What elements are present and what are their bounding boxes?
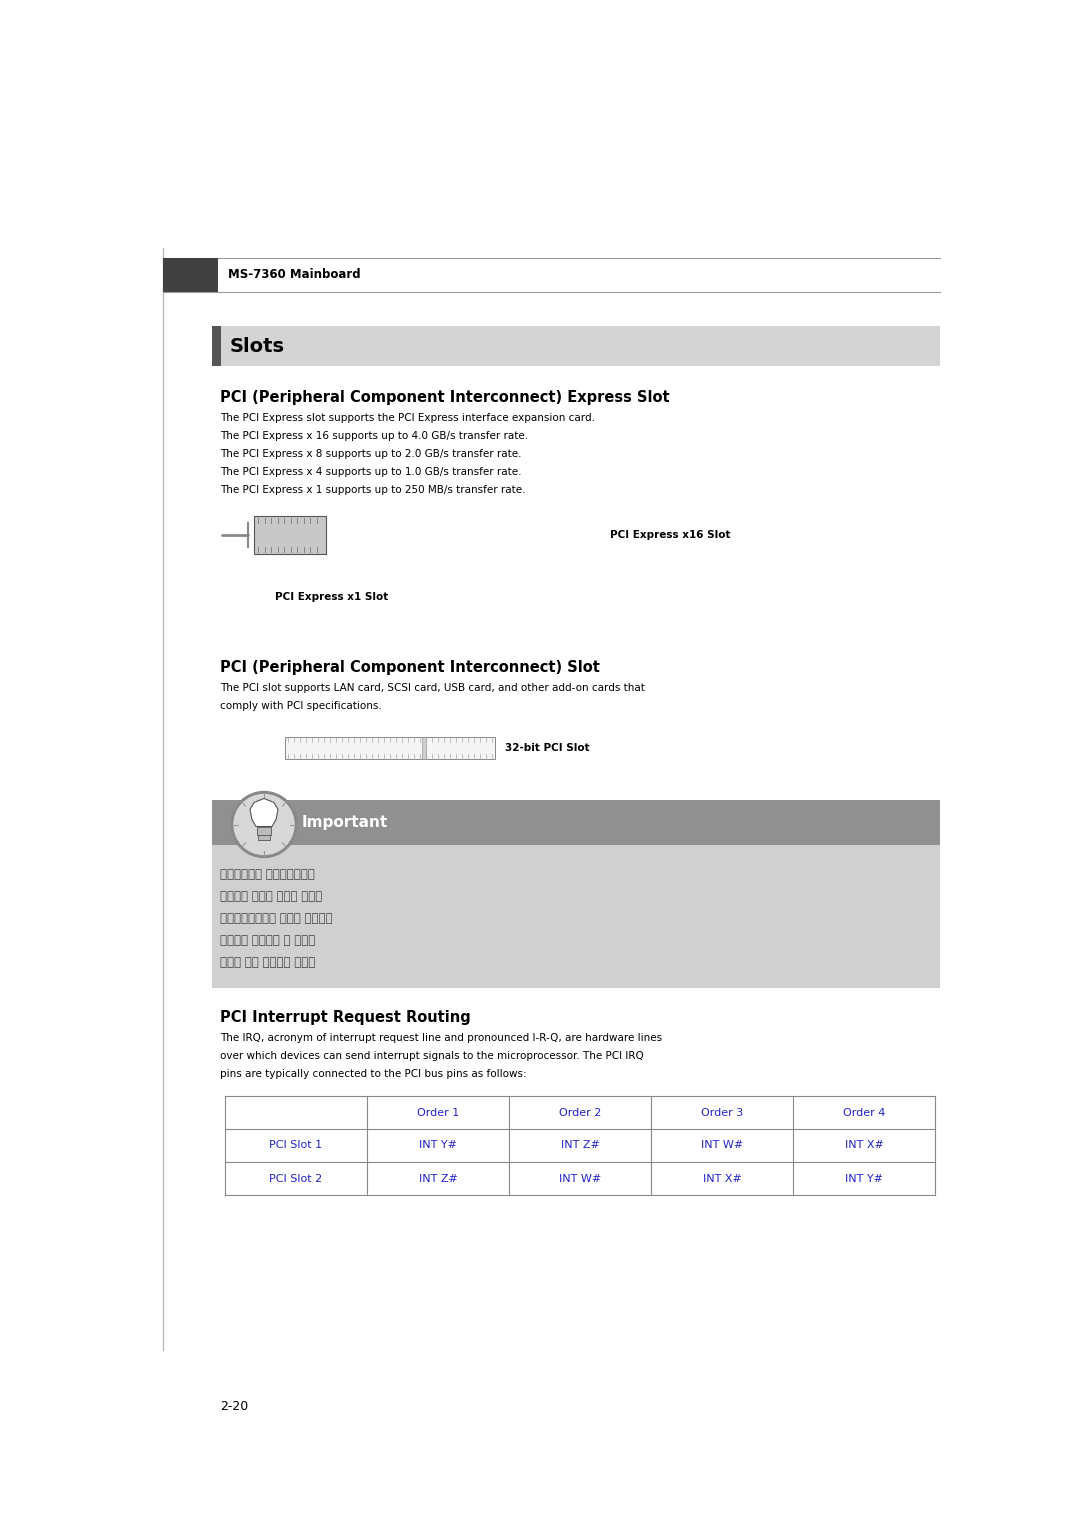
Text: The PCI Express x 4 supports up to 1.0 GB/s transfer rate.: The PCI Express x 4 supports up to 1.0 G… [220, 467, 522, 478]
Text: The IRQ, acronym of interrupt request line and pronounced I-R-Q, are hardware li: The IRQ, acronym of interrupt request li… [220, 1033, 662, 1042]
FancyBboxPatch shape [212, 800, 940, 987]
Text: 2-20: 2-20 [220, 1399, 248, 1413]
Text: PCI (Peripheral Component Interconnect) Slot: PCI (Peripheral Component Interconnect) … [220, 661, 599, 674]
Text: Order 2: Order 2 [558, 1108, 602, 1117]
Text: Slots: Slots [230, 337, 285, 356]
Text: INT X#: INT X# [703, 1173, 742, 1184]
Text: PCI Slot 1: PCI Slot 1 [269, 1140, 323, 1151]
FancyBboxPatch shape [212, 327, 221, 366]
FancyBboxPatch shape [257, 827, 271, 835]
Text: The PCI Express x 16 supports up to 4.0 GB/s transfer rate.: The PCI Express x 16 supports up to 4.0 … [220, 430, 528, 441]
Text: ⓇⓇⓇⓇ ⓇⓇⓇ ⓇⓇⓇ ⓇⓇⓇ: ⓇⓇⓇⓇ ⓇⓇⓇ ⓇⓇⓇ ⓇⓇⓇ [220, 890, 322, 903]
Text: INT W#: INT W# [701, 1140, 743, 1151]
Text: INT Z#: INT Z# [419, 1173, 458, 1184]
Text: INT Y#: INT Y# [419, 1140, 457, 1151]
Text: 32-bit PCI Slot: 32-bit PCI Slot [505, 743, 590, 752]
FancyBboxPatch shape [212, 800, 940, 845]
Text: ⓇⓇⓇ ⓇⓇ ⓇⓇⓇⓇ ⓇⓇⓇ: ⓇⓇⓇ ⓇⓇ ⓇⓇⓇⓇ ⓇⓇⓇ [220, 955, 315, 969]
Text: PCI (Peripheral Component Interconnect) Express Slot: PCI (Peripheral Component Interconnect) … [220, 391, 670, 404]
Text: INT Y#: INT Y# [845, 1173, 883, 1184]
Text: PCI Express x16 Slot: PCI Express x16 Slot [610, 530, 730, 540]
FancyBboxPatch shape [163, 258, 218, 291]
Text: pins are typically connected to the PCI bus pins as follows:: pins are typically connected to the PCI … [220, 1070, 527, 1079]
Text: over which devices can send interrupt signals to the microprocessor. The PCI IRQ: over which devices can send interrupt si… [220, 1051, 644, 1061]
Text: ⓇⓇⓇⓇ ⓇⓇⓇⓇ Ⓡ ⓇⓇⓇ: ⓇⓇⓇⓇ ⓇⓇⓇⓇ Ⓡ ⓇⓇⓇ [220, 934, 315, 948]
Text: Important: Important [302, 815, 388, 830]
FancyBboxPatch shape [258, 835, 270, 839]
Circle shape [231, 792, 297, 858]
Text: The PCI slot supports LAN card, SCSI card, USB card, and other add-on cards that: The PCI slot supports LAN card, SCSI car… [220, 684, 645, 693]
Text: Order 3: Order 3 [701, 1108, 743, 1117]
Text: Order 4: Order 4 [842, 1108, 886, 1117]
Text: comply with PCI specifications.: comply with PCI specifications. [220, 700, 381, 711]
FancyBboxPatch shape [421, 737, 426, 758]
Circle shape [234, 795, 294, 855]
Text: ⓇⓇⓇⓇⓇⓇⓇⓇ ⓇⓇⓇ ⓇⓇⓇⓇ: ⓇⓇⓇⓇⓇⓇⓇⓇ ⓇⓇⓇ ⓇⓇⓇⓇ [220, 913, 333, 925]
Text: The PCI Express x 1 supports up to 250 MB/s transfer rate.: The PCI Express x 1 supports up to 250 M… [220, 485, 526, 494]
Text: The PCI Express x 8 supports up to 2.0 GB/s transfer rate.: The PCI Express x 8 supports up to 2.0 G… [220, 449, 522, 459]
Text: PCI Slot 2: PCI Slot 2 [269, 1173, 323, 1184]
FancyBboxPatch shape [254, 516, 326, 554]
Text: INT Z#: INT Z# [561, 1140, 599, 1151]
Text: ⓇⓇⓇⓇⓇⓇ ⓇⓇⓇⓇⓇⓇⓇ: ⓇⓇⓇⓇⓇⓇ ⓇⓇⓇⓇⓇⓇⓇ [220, 868, 314, 881]
Text: Order 1: Order 1 [417, 1108, 459, 1117]
Text: The PCI Express slot supports the PCI Express interface expansion card.: The PCI Express slot supports the PCI Ex… [220, 414, 595, 423]
Text: PCI Interrupt Request Routing: PCI Interrupt Request Routing [220, 1010, 471, 1025]
FancyBboxPatch shape [212, 327, 940, 366]
Text: INT X#: INT X# [845, 1140, 883, 1151]
Text: MS-7360 Mainboard: MS-7360 Mainboard [228, 269, 361, 281]
FancyBboxPatch shape [285, 737, 495, 758]
Text: PCI Express x1 Slot: PCI Express x1 Slot [275, 592, 388, 601]
Text: INT W#: INT W# [558, 1173, 602, 1184]
Polygon shape [249, 798, 278, 827]
